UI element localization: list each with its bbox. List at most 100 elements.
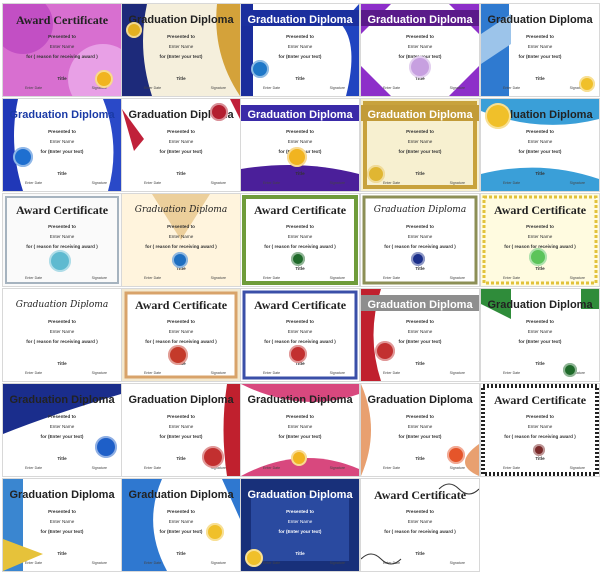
certificate-date: Enter Date: [144, 86, 162, 90]
certificate-template-tile[interactable]: Graduation Diploma Presented to Enter Name…: [361, 289, 479, 381]
certificate-template-tile[interactable]: Graduation Diploma Presented to Enter Name…: [481, 99, 599, 191]
certificate-template-tile[interactable]: Graduation Diploma Presented to Enter Name…: [3, 99, 121, 191]
certificate-text-title-label: Title: [535, 456, 545, 461]
certificate-signature: Signature: [449, 466, 465, 470]
certificate-text-presented-to: Presented to: [406, 509, 434, 514]
certificate-title: Award Certificate: [253, 299, 347, 311]
certificate-text-presented-to: Presented to: [406, 319, 434, 324]
certificate-signature: Signature: [91, 371, 107, 375]
certificate-signature: Signature: [91, 86, 107, 90]
certificate-text-enter-name: Enter Name: [168, 139, 194, 144]
certificate-background: [361, 4, 479, 96]
certificate-title: Graduation Diploma: [367, 299, 473, 311]
certificate-template-tile[interactable]: Graduation Diploma Presented to Enter Name…: [241, 99, 359, 191]
certificate-text-enter-name: Enter Name: [168, 44, 194, 49]
certificate-template-tile[interactable]: Graduation Diploma Presented to Enter Name…: [241, 384, 359, 476]
certificate-signature: Signature: [329, 371, 345, 375]
certificate-text-reason: for ( reason for receiving award ): [26, 54, 98, 59]
certificate-template-tile[interactable]: Graduation Diploma Presented to Enter Name…: [481, 4, 599, 96]
certificate-text-title-label: Title: [295, 171, 305, 176]
certificate-template-tile[interactable]: Graduation Diploma Presented to Enter Name…: [122, 99, 240, 191]
certificate-signature: Signature: [210, 181, 226, 185]
certificate-text-presented-to: Presented to: [286, 34, 314, 39]
certificate-signature: Signature: [91, 276, 107, 280]
certificate-template-tile[interactable]: Graduation Diploma Presented to Enter Name…: [122, 479, 240, 571]
certificate-text-enter-name: Enter Name: [407, 234, 433, 239]
certificate-signature: Signature: [210, 371, 226, 375]
certificate-date: Enter Date: [25, 466, 43, 470]
certificate-template-tile[interactable]: Graduation Diploma Presented to Enter Name…: [3, 384, 121, 476]
award-seal-icon: [95, 436, 117, 458]
certificate-text-enter-name: Enter Name: [527, 139, 553, 144]
certificate-text-presented-to: Presented to: [48, 34, 76, 39]
certificate-title: Award Certificate: [253, 204, 347, 216]
certificate-text-presented-to: Presented to: [406, 224, 434, 229]
certificate-title: Graduation Diploma: [247, 489, 353, 501]
certificate-template-tile[interactable]: Award Certificate Presented to Enter Name f…: [241, 289, 359, 381]
certificate-template-tile[interactable]: Graduation Diploma Presented to Enter Name…: [3, 289, 121, 381]
certificate-date: Enter Date: [144, 466, 162, 470]
certificate-text-title-label: Title: [57, 361, 67, 366]
certificate-template-tile[interactable]: Award Certificate Presented to Enter Name f…: [122, 289, 240, 381]
certificate-date: Enter Date: [25, 371, 43, 375]
certificate-template-tile[interactable]: Graduation Diploma Presented to Enter Name…: [481, 289, 599, 381]
award-seal-icon: [210, 103, 228, 121]
certificate-text-enter-name: Enter Name: [527, 329, 553, 334]
certificate-text-enter-text: for (Enter your text): [278, 529, 322, 534]
certificate-template-tile[interactable]: Graduation Diploma Presented to Enter Name…: [241, 4, 359, 96]
certificate-date: Enter Date: [383, 466, 401, 470]
certificate-background: [3, 384, 121, 476]
certificate-text-enter-name: Enter Name: [287, 44, 313, 49]
certificate-text-enter-name: Enter Name: [527, 234, 553, 239]
certificate-text-enter-name: Enter Name: [287, 424, 313, 429]
certificate-template-tile[interactable]: Award Certificate Presented to Enter Name f…: [361, 479, 479, 571]
certificate-template-tile[interactable]: Graduation Diploma Presented to Enter Name…: [241, 479, 359, 571]
certificate-text-enter-text: for (Enter your text): [40, 529, 84, 534]
certificate-template-tile[interactable]: Award Certificate Presented to Enter Name f…: [481, 194, 599, 286]
certificate-text-presented-to: Presented to: [167, 319, 195, 324]
award-seal-icon: [367, 165, 385, 183]
certificate-text-reason: for ( reason for receiving award ): [26, 339, 98, 344]
certificate-background: [481, 289, 599, 381]
certificate-title: Award Certificate: [15, 204, 109, 216]
certificate-template-tile[interactable]: Graduation Diploma Presented to Enter Name…: [361, 99, 479, 191]
certificate-title: Award Certificate: [373, 489, 467, 501]
certificate-text-enter-name: Enter Name: [49, 139, 75, 144]
certificate-text-title-label: Title: [57, 76, 67, 81]
certificate-title: Graduation Diploma: [487, 299, 593, 311]
certificate-template-tile[interactable]: Graduation Diploma Presented to Enter Name…: [3, 479, 121, 571]
certificate-text-reason: for ( reason for receiving award ): [145, 339, 217, 344]
certificate-template-tile[interactable]: Graduation Diploma Presented to Enter Name…: [361, 4, 479, 96]
certificate-title: Graduation Diploma: [487, 14, 593, 26]
certificate-text-presented-to: Presented to: [286, 319, 314, 324]
certificate-signature: Signature: [449, 276, 465, 280]
certificate-title: Graduation Diploma: [247, 109, 353, 121]
award-seal-icon: [245, 549, 263, 567]
certificate-text-reason: for ( reason for receiving award ): [384, 529, 456, 534]
certificate-template-tile[interactable]: Graduation Diploma Presented to Enter Name…: [122, 194, 240, 286]
certificate-text-reason: for ( reason for receiving award ): [145, 244, 217, 249]
certificate-signature: Signature: [210, 466, 226, 470]
certificate-date: Enter Date: [144, 276, 162, 280]
certificate-text-title-label: Title: [535, 361, 545, 366]
certificate-template-tile[interactable]: Graduation Diploma Presented to Enter Name…: [122, 384, 240, 476]
certificate-template-tile[interactable]: Graduation Diploma Presented to Enter Name…: [361, 194, 479, 286]
certificate-title: Graduation Diploma: [128, 109, 234, 121]
certificate-template-tile[interactable]: Graduation Diploma Presented to Enter Name…: [361, 384, 479, 476]
certificate-text-enter-name: Enter Name: [168, 329, 194, 334]
certificate-template-tile[interactable]: Graduation Diploma Presented to Enter Name…: [122, 4, 240, 96]
award-seal-icon: [13, 147, 33, 167]
certificate-signature: Signature: [329, 466, 345, 470]
certificate-text-title-label: Title: [295, 76, 305, 81]
certificate-template-tile[interactable]: Award Certificate Presented to Enter Name f…: [3, 194, 121, 286]
certificate-template-tile[interactable]: Award Certificate Presented to Enter Name f…: [481, 384, 599, 476]
certificate-date: Enter Date: [503, 86, 521, 90]
certificate-text-title-label: Title: [57, 456, 67, 461]
certificate-text-enter-text: for (Enter your text): [40, 434, 84, 439]
certificate-template-tile[interactable]: Award Certificate Presented to Enter Name f…: [3, 4, 121, 96]
certificate-text-presented-to: Presented to: [526, 224, 554, 229]
certificate-text-reason: for ( reason for receiving award ): [264, 244, 336, 249]
certificate-signature: Signature: [569, 371, 585, 375]
certificate-template-tile[interactable]: Award Certificate Presented to Enter Name f…: [241, 194, 359, 286]
certificate-background: [481, 4, 599, 96]
